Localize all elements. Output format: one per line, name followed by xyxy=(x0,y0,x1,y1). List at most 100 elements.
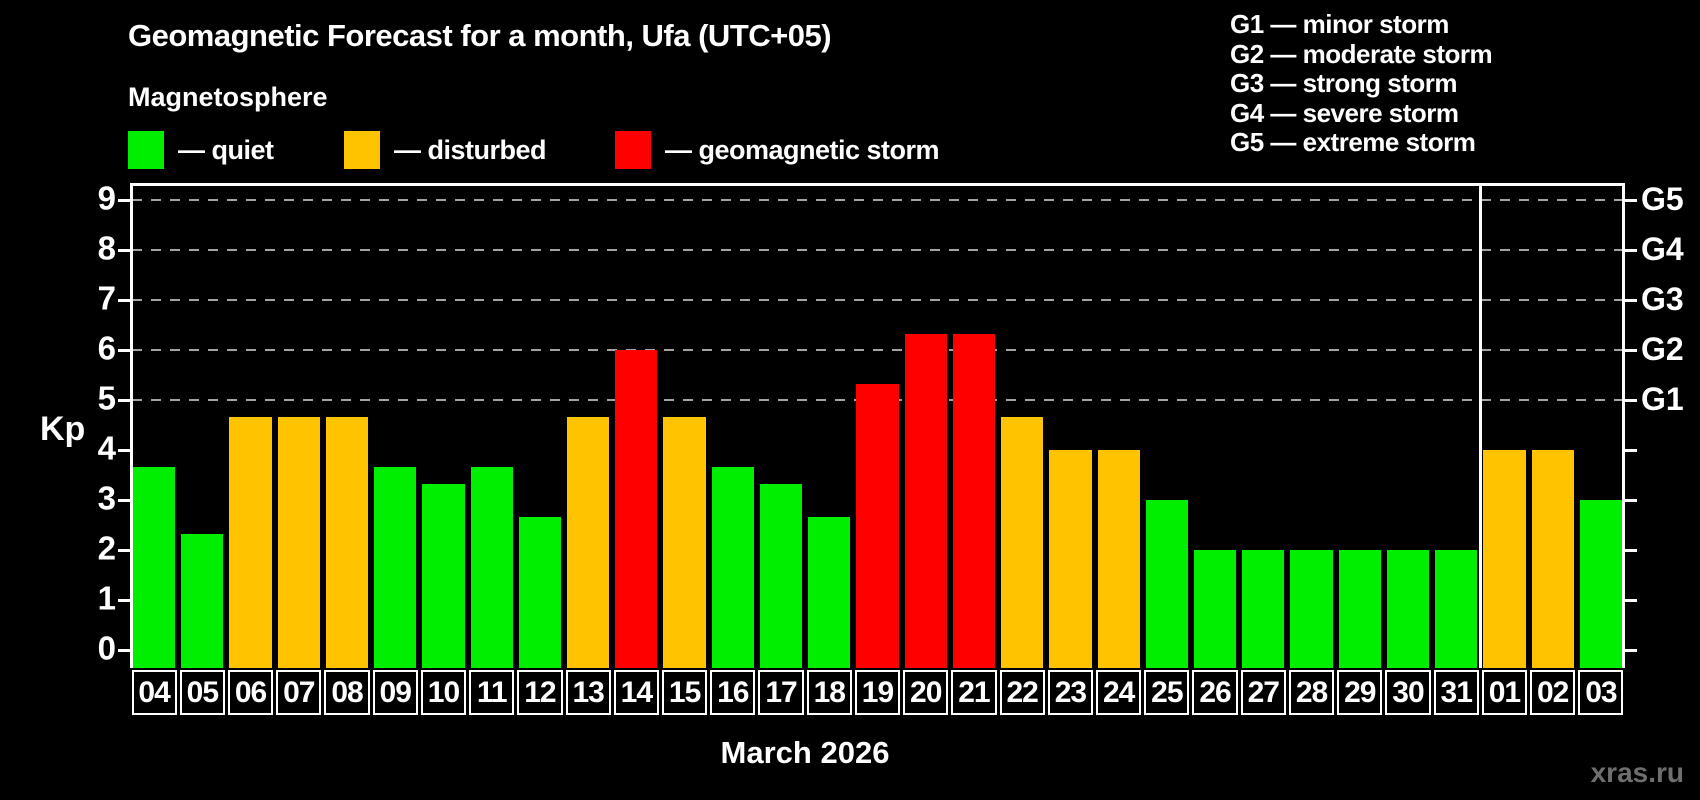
gridline-kp7 xyxy=(132,299,1623,301)
day-label-29: 29 xyxy=(1337,670,1383,715)
bar-day-26 xyxy=(1193,550,1237,668)
y-axis-label: Kp xyxy=(40,410,86,448)
left-tick-kp4 xyxy=(118,448,130,452)
day-label-21: 21 xyxy=(951,670,997,715)
g4-legend-line: G4 — severe storm xyxy=(1230,97,1459,128)
day-label-16: 16 xyxy=(710,670,756,715)
day-label-08: 08 xyxy=(324,670,370,715)
bar-day-30 xyxy=(1386,550,1430,668)
day-label-09: 09 xyxy=(372,670,418,715)
bar-day-22 xyxy=(1001,416,1044,668)
y-tick-label-2: 2 xyxy=(97,529,116,567)
right-tick-kp8 xyxy=(1625,248,1637,252)
bar-day-31 xyxy=(1435,550,1478,668)
g3-legend-line: G3 — strong storm xyxy=(1230,68,1457,99)
day-label-02: 02 xyxy=(1530,670,1576,715)
legend-item-disturbed: — disturbed xyxy=(344,130,547,170)
bar-day-01 xyxy=(1483,450,1526,668)
bar-day-11 xyxy=(470,466,513,668)
left-tick-kp1 xyxy=(118,598,130,602)
gridline-kp9 xyxy=(132,199,1623,201)
y-tick-label-8: 8 xyxy=(97,229,116,267)
right-tick-kp4 xyxy=(1625,448,1637,452)
right-tick-kp1 xyxy=(1625,598,1637,602)
day-label-06: 06 xyxy=(227,670,274,715)
y-tick-label-3: 3 xyxy=(97,479,116,517)
bar-day-08 xyxy=(325,416,369,668)
watermark: xras.ru xyxy=(1590,757,1684,788)
magnetosphere-label: Magnetosphere xyxy=(128,82,328,112)
left-tick-kp0 xyxy=(118,648,130,652)
legend-label-disturbed: — disturbed xyxy=(394,134,547,165)
y-tick-label-6: 6 xyxy=(97,329,116,367)
bar-day-05 xyxy=(181,533,224,668)
bar-day-18 xyxy=(808,516,851,668)
quiet-color-swatch xyxy=(128,131,164,169)
bar-day-15 xyxy=(663,416,706,668)
day-label-24: 24 xyxy=(1096,670,1142,715)
day-label-22: 22 xyxy=(999,670,1045,715)
legend-item-storm: — geomagnetic storm xyxy=(615,130,940,170)
g2-legend-line: G2 — moderate storm xyxy=(1230,38,1493,69)
bar-day-12 xyxy=(518,516,562,668)
day-label-30: 30 xyxy=(1385,670,1431,715)
bar-day-23 xyxy=(1049,450,1092,668)
left-tick-kp3 xyxy=(118,498,130,502)
day-label-27: 27 xyxy=(1240,670,1286,715)
day-label-13: 13 xyxy=(565,670,611,715)
right-tick-kp0 xyxy=(1625,648,1637,652)
bar-day-25 xyxy=(1145,500,1188,668)
g1-legend-line: G1 — minor storm xyxy=(1230,9,1449,39)
right-axis-label-g2: G2 xyxy=(1641,330,1684,367)
left-tick-kp5 xyxy=(118,398,130,402)
right-tick-kp3 xyxy=(1625,498,1637,502)
day-label-07: 07 xyxy=(276,670,322,715)
bar-day-19 xyxy=(856,383,899,668)
y-tick-label-5: 5 xyxy=(97,379,116,417)
legend-label-storm: — geomagnetic storm xyxy=(665,134,940,165)
right-axis-label-g5: G5 xyxy=(1641,180,1684,217)
bar-day-06 xyxy=(229,416,272,668)
bar-day-13 xyxy=(567,416,610,668)
disturbed-color-swatch xyxy=(344,131,380,169)
day-label-18: 18 xyxy=(806,670,852,715)
bar-day-21 xyxy=(952,333,996,668)
bar-day-27 xyxy=(1242,550,1285,668)
day-label-03: 03 xyxy=(1578,670,1624,715)
right-tick-kp6 xyxy=(1625,348,1637,352)
bar-day-10 xyxy=(422,483,465,668)
day-label-04: 04 xyxy=(131,670,177,715)
day-label-31: 31 xyxy=(1433,670,1479,715)
y-tick-label-4: 4 xyxy=(97,429,116,467)
bar-day-17 xyxy=(759,483,803,668)
day-label-28: 28 xyxy=(1288,670,1335,715)
y-tick-label-9: 9 xyxy=(97,179,116,217)
bar-day-24 xyxy=(1097,450,1140,668)
right-axis-label-g1: G1 xyxy=(1641,380,1684,417)
day-label-26: 26 xyxy=(1192,670,1238,715)
bar-day-16 xyxy=(711,466,754,668)
bar-day-03 xyxy=(1579,500,1622,668)
bar-day-29 xyxy=(1338,550,1381,668)
legend-label-quiet: — quiet xyxy=(178,134,274,165)
legend-item-quiet: — quiet xyxy=(128,130,274,170)
gridline-kp8 xyxy=(132,249,1623,251)
month-separator-line xyxy=(1478,183,1482,668)
right-tick-kp5 xyxy=(1625,398,1637,402)
right-tick-kp2 xyxy=(1625,548,1637,552)
bar-day-14 xyxy=(615,350,658,668)
day-label-12: 12 xyxy=(517,670,563,715)
bar-day-20 xyxy=(904,333,947,668)
left-tick-kp7 xyxy=(118,298,130,302)
right-tick-kp9 xyxy=(1625,198,1637,202)
day-label-10: 10 xyxy=(420,670,467,715)
g5-legend-line: G5 — extreme storm xyxy=(1230,127,1476,158)
day-label-19: 19 xyxy=(854,670,901,715)
y-tick-label-0: 0 xyxy=(97,629,116,667)
bar-day-09 xyxy=(374,466,417,668)
day-label-17: 17 xyxy=(758,670,804,715)
day-label-01: 01 xyxy=(1481,670,1528,715)
y-tick-label-7: 7 xyxy=(97,279,116,317)
day-label-15: 15 xyxy=(661,670,708,715)
storm-scale-legend: G1 — minor storm G2 — moderate storm G3 … xyxy=(1230,9,1493,158)
